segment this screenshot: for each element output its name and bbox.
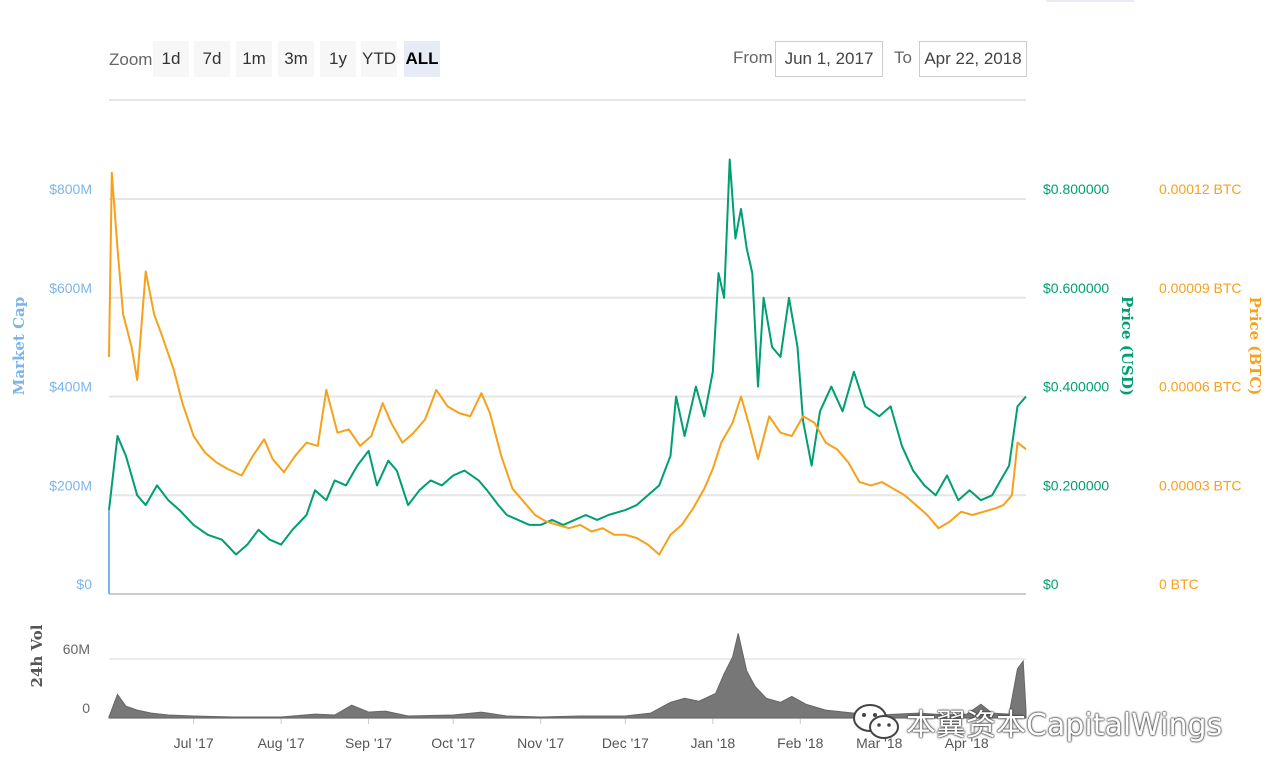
- to-date-input[interactable]: Apr 22, 2018: [919, 41, 1027, 77]
- price-btc-axis-title: Price (BTC): [1246, 297, 1264, 396]
- market-cap-tick-label: $400M: [49, 379, 92, 395]
- wechat-icon: [853, 704, 899, 739]
- watermark: 本翼资本CapitalWings: [850, 700, 1222, 744]
- x-tick-label: Feb '18: [777, 735, 823, 751]
- price-btc-tick-label: 0.00012 BTC: [1159, 181, 1242, 197]
- x-tick-label: Oct '17: [431, 735, 475, 751]
- price-usd-line: [108, 158, 1027, 556]
- to-label: To: [894, 48, 912, 67]
- market-cap-axis-title: Market Cap: [10, 297, 28, 395]
- volume-area: [108, 633, 1027, 719]
- zoom-label: Zoom: [109, 50, 153, 69]
- price-btc-tick-label: 0.00003 BTC: [1159, 477, 1242, 493]
- market-cap-tick-label: $0: [76, 576, 92, 592]
- from-date-input[interactable]: Jun 1, 2017: [775, 41, 883, 77]
- x-tick-label: Jan '18: [690, 735, 735, 751]
- series-lines: [108, 158, 1027, 594]
- price-usd-tick-label: $0: [1043, 576, 1059, 592]
- price-btc-line: [108, 171, 1027, 556]
- zoom-7d-button[interactable]: 7d: [194, 41, 230, 77]
- x-tick-label: Apr '18: [945, 735, 989, 751]
- volume-axis-title: 24h Vol: [28, 624, 46, 687]
- volume-tick-label: 0: [82, 700, 90, 716]
- price-usd-tick-label: $0.800000: [1043, 181, 1109, 197]
- price-btc-tick-label: 0 BTC: [1159, 576, 1199, 592]
- x-tick-label: Jul '17: [174, 735, 214, 751]
- x-tick-label: Nov '17: [517, 735, 564, 751]
- zoom-all-button[interactable]: ALL: [404, 41, 440, 77]
- zoom-1y-button[interactable]: 1y: [320, 41, 356, 77]
- price-usd-tick-label: $0.400000: [1043, 379, 1109, 395]
- zoom-1m-button[interactable]: 1m: [236, 41, 272, 77]
- x-tick-label: Aug '17: [258, 735, 305, 751]
- zoom-ytd-button[interactable]: YTD: [361, 41, 397, 77]
- x-tick-label: Dec '17: [602, 735, 649, 751]
- from-label: From: [733, 48, 773, 67]
- market-cap-tick-label: $200M: [49, 477, 92, 493]
- price-btc-tick-label: 0.00006 BTC: [1159, 379, 1242, 395]
- x-tick-label: Mar '18: [856, 735, 902, 751]
- tab-edge: [1046, 0, 1134, 2]
- x-tick-label: Sep '17: [345, 735, 392, 751]
- price-btc-tick-label: 0.00009 BTC: [1159, 280, 1242, 296]
- volume-area-path: [108, 633, 1027, 719]
- grid-lines: [109, 198, 1026, 724]
- zoom-3m-button[interactable]: 3m: [278, 41, 314, 77]
- price-usd-tick-label: $0.200000: [1043, 477, 1109, 493]
- market-cap-tick-label: $600M: [49, 280, 92, 296]
- price-usd-axis-title: Price (USD): [1118, 296, 1136, 396]
- toolbar-divider: [109, 99, 1026, 101]
- watermark-text: 本翼资本CapitalWings: [906, 708, 1223, 743]
- axis-labels: $0 $200M $400M $600M $800M $0 $0.200000 $0.4000…: [49, 181, 1241, 751]
- volume-tick-label: 60M: [63, 641, 90, 657]
- chart-toolbar: Zoom 1d 7d 1m 3m 1y YTD ALL From Jun 1, …: [0, 0, 1267, 100]
- zoom-1d-button[interactable]: 1d: [153, 41, 189, 77]
- price-usd-tick-label: $0.600000: [1043, 280, 1109, 296]
- market-cap-tick-label: $800M: [49, 181, 92, 197]
